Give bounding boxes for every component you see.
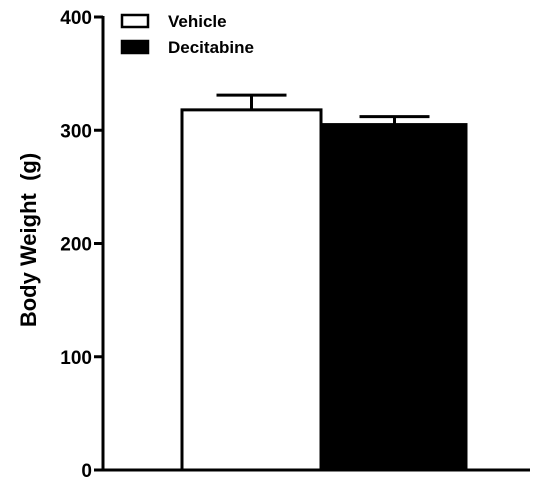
- legend-label-vehicle: Vehicle: [168, 12, 227, 31]
- y-tick-label: 100: [60, 348, 92, 369]
- y-ticks-layer: 0 100 200 300 400: [60, 8, 103, 482]
- y-tick-label: 300: [60, 121, 92, 142]
- bars-layer: [180, 108, 468, 472]
- legend: Vehicle Decitabine: [120, 12, 254, 57]
- bar-vehicle: [180, 108, 323, 472]
- y-axis-label: Body Weight (g): [16, 153, 41, 327]
- legend-label-decitabine: Decitabine: [168, 38, 254, 57]
- error-bars-layer: [216, 93, 430, 125]
- y-tick-label: 400: [60, 8, 92, 29]
- legend-swatch-vehicle: [120, 13, 150, 29]
- y-tick-label: 200: [60, 235, 92, 256]
- y-tick-label: 0: [81, 461, 92, 482]
- bar-decitabine: [321, 123, 468, 472]
- legend-swatch-decitabine: [120, 39, 150, 55]
